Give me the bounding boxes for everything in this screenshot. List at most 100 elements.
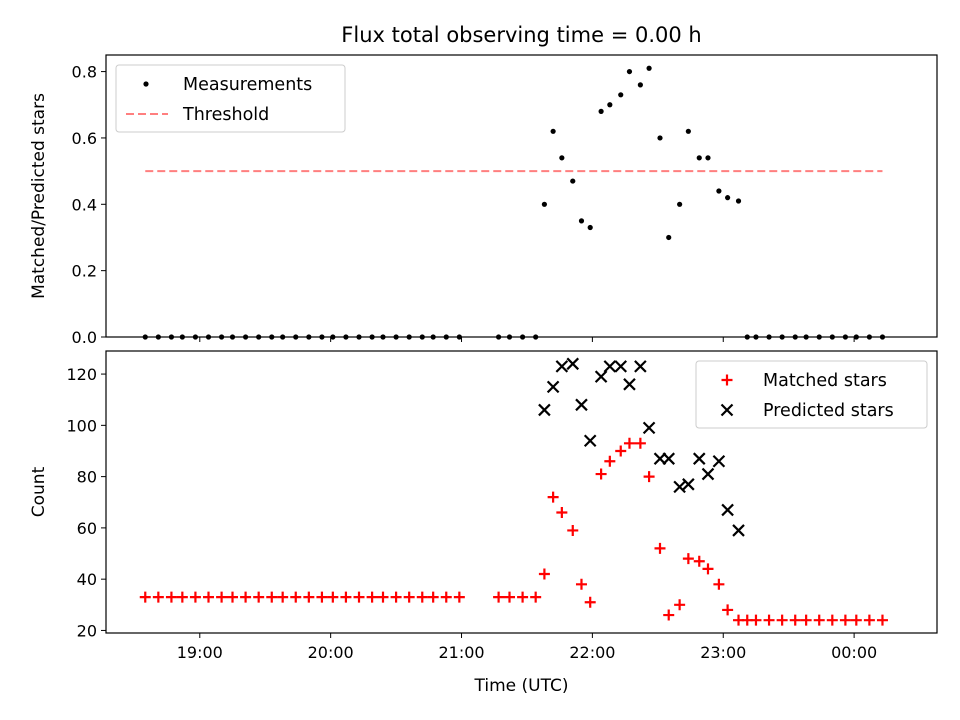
matched-star-point [327, 591, 339, 603]
matched-star-point [556, 507, 568, 519]
measurement-point [716, 188, 722, 194]
predicted-star-point [692, 452, 706, 465]
y-tick-label: 0.6 [72, 129, 97, 148]
matched-star-point [615, 445, 627, 457]
measurement-point [725, 195, 731, 201]
matched-star-point [152, 591, 164, 603]
predicted-star-point [575, 398, 588, 412]
matched-star-point [722, 604, 734, 616]
measurement-point [550, 128, 556, 134]
predicted-star-point [538, 403, 551, 417]
matched-star-point [440, 591, 452, 603]
predicted-star-point [594, 370, 608, 383]
legend-matched-marker [721, 374, 733, 386]
matched-star-point [303, 591, 315, 603]
legend-measurements-label: Measurements [183, 75, 312, 95]
measurement-point [792, 334, 798, 340]
measurement-point [816, 334, 822, 340]
measurement-point [541, 201, 548, 207]
matched-star-point [538, 568, 550, 580]
predicted-star-point [614, 360, 628, 373]
measurement-point [242, 334, 249, 340]
matched-star-point [353, 591, 365, 603]
matched-star-point [253, 591, 265, 603]
measurement-point [685, 128, 691, 134]
matched-star-point [290, 591, 302, 603]
matched-star-point [702, 563, 714, 575]
matched-star-point [316, 591, 328, 603]
matched-star-point [176, 591, 188, 603]
matched-star-point [340, 591, 352, 603]
x-tick-label: 19:00 [177, 643, 223, 662]
matched-star-point [203, 591, 215, 603]
matched-star-point [227, 591, 239, 603]
measurement-point [779, 334, 785, 340]
matched-star-point [493, 591, 505, 603]
measurement-point [456, 334, 462, 340]
measurement-point [168, 334, 175, 340]
matched-star-point [139, 591, 151, 603]
matched-star-point [517, 591, 529, 603]
measurement-point [587, 224, 593, 231]
measurement-point [598, 108, 604, 114]
y-tick-label: 40 [77, 570, 97, 589]
predicted-star-point [673, 480, 686, 494]
matched-star-point [682, 553, 694, 565]
measurement-point [356, 334, 362, 340]
matched-star-point [693, 555, 705, 567]
measurement-point [369, 334, 375, 340]
measurement-point [842, 334, 848, 340]
matched-star-point [654, 542, 666, 554]
measurement-point [626, 68, 633, 75]
y-tick-label: 0.0 [72, 328, 97, 347]
predicted-star-point [642, 421, 656, 435]
y-axis-label: Count [29, 466, 49, 517]
predicted-star-point [623, 378, 636, 391]
measurement-point [406, 334, 412, 340]
y-tick-label: 60 [77, 519, 97, 538]
predicted-star-point [682, 478, 695, 491]
x-tick-label: 21:00 [438, 643, 484, 662]
measurement-point [519, 334, 526, 340]
matched-star-point [189, 591, 201, 603]
chart-title: Flux total observing time = 0.00 h [341, 23, 701, 47]
y-tick-label: 80 [77, 468, 97, 487]
matched-star-point [377, 591, 389, 603]
measurement-point [155, 334, 161, 340]
predicted-star-point [634, 360, 647, 373]
legend-measurements-marker [143, 81, 149, 87]
x-tick-label: 00:00 [831, 643, 877, 662]
legend-frame [115, 64, 346, 133]
measurement-point [179, 334, 185, 340]
matched-star-point [713, 578, 725, 590]
measurement-point [646, 65, 652, 71]
matched-star-point [530, 591, 542, 603]
matched-star-point [826, 614, 838, 626]
measurement-point [280, 334, 286, 340]
measurement-point [803, 334, 809, 340]
measurement-point [735, 198, 742, 204]
matched-star-point [595, 468, 607, 480]
matched-star-point [403, 591, 415, 603]
legend-bottom: Matched stars Predicted stars [695, 360, 928, 429]
y-tick-label: 120 [66, 365, 97, 384]
matched-star-point [863, 614, 875, 626]
measurement-point [306, 334, 312, 340]
measurement-point [696, 155, 702, 161]
measurement-point [829, 334, 835, 340]
matched-star-point [165, 591, 177, 603]
predicted-star-point [732, 524, 745, 537]
measurement-point [443, 334, 449, 340]
predicted-star-point [721, 503, 734, 517]
measurement-point [744, 334, 750, 340]
predicted-star-point [566, 357, 580, 371]
matched-star-point [567, 524, 579, 536]
matched-star-point [216, 591, 228, 603]
y-tick-label: 0.2 [72, 262, 97, 281]
measurement-point [205, 334, 212, 340]
measurement-point [495, 334, 502, 340]
matched-star-point [876, 614, 888, 626]
predicted-star-point [712, 454, 726, 468]
matched-star-point [266, 591, 278, 603]
